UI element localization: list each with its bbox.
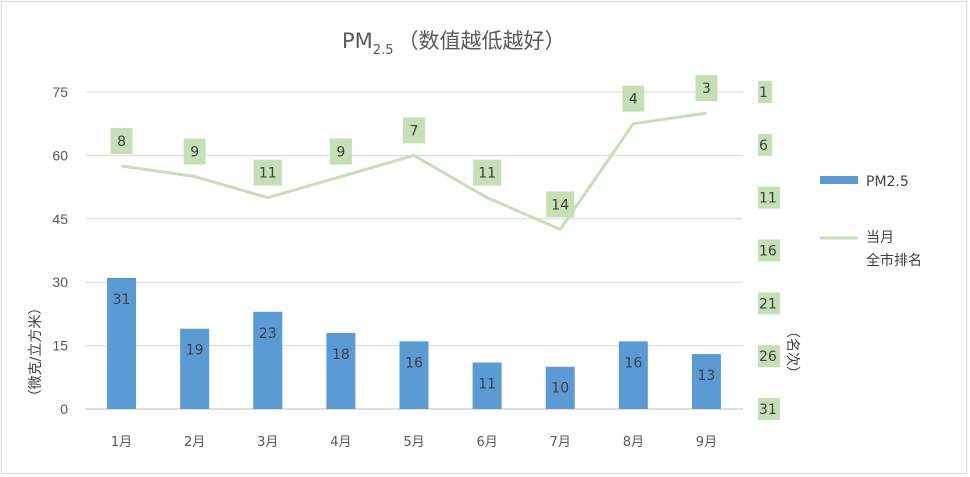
svg-text:PM2.5（数值越低越好）: PM2.5 （数值越低越好） (342, 29, 565, 58)
x-tick-label: 7月 (550, 435, 571, 450)
bar (107, 277, 137, 409)
bar (180, 328, 210, 409)
y-left-tick-label: 75 (52, 84, 68, 100)
y-right-tick-label: 26 (759, 349, 777, 365)
title-prefix: PM (342, 29, 373, 53)
rank-data-label: 8 (117, 134, 126, 150)
rank-data-label: 3 (702, 81, 711, 97)
y-left-tick-label: 0 (60, 401, 68, 417)
rank-data-label: 4 (629, 92, 638, 108)
bar-data-label: 13 (698, 368, 716, 384)
x-tick-label: 9月 (696, 435, 717, 450)
legend-label-rank-line2: 全市排名 (866, 252, 922, 269)
bar (253, 311, 283, 409)
x-tick-label: 2月 (184, 435, 205, 450)
rank-label-box (403, 117, 425, 144)
rank-label-box (110, 127, 133, 154)
rank-label-box (473, 159, 502, 186)
bar (399, 341, 429, 409)
rank-label-box (695, 75, 718, 102)
rank-label-box (253, 159, 282, 186)
bar (691, 354, 721, 409)
y-right-tick-label: 11 (759, 191, 777, 207)
bar-data-label: 10 (551, 381, 569, 397)
rank-data-label: 7 (410, 123, 419, 139)
y-left-tick-label: 45 (52, 211, 68, 227)
y-right-tick-label: 21 (759, 296, 777, 312)
rank-label-box (329, 138, 352, 165)
rank-label-box (183, 138, 206, 165)
y-right-tick-box (758, 398, 780, 420)
rank-data-label: 14 (551, 197, 569, 213)
x-tick-label: 4月 (330, 435, 351, 450)
title-suffix: （数值越低越好） (397, 29, 565, 53)
y-right-tick-box (758, 239, 780, 262)
y-right-tick-box (758, 133, 772, 156)
rank-data-label: 11 (478, 166, 496, 182)
rank-line (121, 111, 707, 231)
bar-data-label: 18 (332, 347, 350, 363)
bar (545, 366, 575, 409)
bar-data-label: 31 (113, 292, 131, 308)
y-right-tick-label: 1 (759, 85, 768, 101)
bar (618, 341, 648, 409)
rank-data-label: 11 (259, 166, 277, 182)
bar-data-label: 23 (259, 326, 277, 342)
bar (326, 332, 356, 409)
legend-label-rank-line1: 当月 (866, 230, 894, 246)
y-right-tick-label: 6 (759, 138, 768, 154)
bar-data-label: 11 (478, 377, 496, 393)
line-series-rank: 8 9 11 9 7 11 14 4 3 (110, 75, 718, 231)
y-left-tick-label: 60 (52, 147, 68, 163)
x-tick-label: 3月 (257, 435, 278, 450)
y-right-tick-box (758, 186, 780, 209)
x-tick-label: 8月 (623, 435, 644, 450)
legend-label-pm25: PM2.5 (866, 174, 909, 190)
rank-data-label: 9 (336, 145, 345, 161)
y-axis-right-title: （名次） (784, 324, 800, 380)
bar-data-label: 16 (624, 355, 642, 371)
bar-data-label: 19 (186, 343, 204, 359)
x-tick-label: 1月 (111, 435, 132, 450)
y-right-tick-box (758, 81, 772, 103)
y-right-tick-label: 31 (759, 402, 777, 418)
y-axis-left-title: （微克/立方米） (28, 301, 44, 404)
x-tick-label: 5月 (403, 435, 424, 450)
bar-series-pm25: 31 19 23 18 16 11 10 16 13 (107, 277, 721, 409)
rank-data-label: 9 (190, 145, 199, 161)
bar-data-label: 16 (405, 355, 423, 371)
legend: PM2.5 当月 全市排名 (820, 174, 922, 269)
y-right-tick-box (758, 292, 780, 315)
y-left-tick-label: 30 (52, 274, 68, 290)
title-subscript: 2.5 (373, 43, 394, 58)
y-right-tick-box (758, 345, 780, 368)
bar (472, 362, 502, 409)
rank-label-box (622, 85, 645, 112)
y-right-tick-label: 16 (759, 244, 777, 260)
rank-label-box (546, 191, 575, 218)
legend-bar-swatch (820, 176, 858, 184)
x-tick-label: 6月 (476, 435, 497, 450)
y-left-tick-label: 15 (52, 338, 68, 354)
chart-title: PM2.5 （数值越低越好） (342, 29, 565, 58)
